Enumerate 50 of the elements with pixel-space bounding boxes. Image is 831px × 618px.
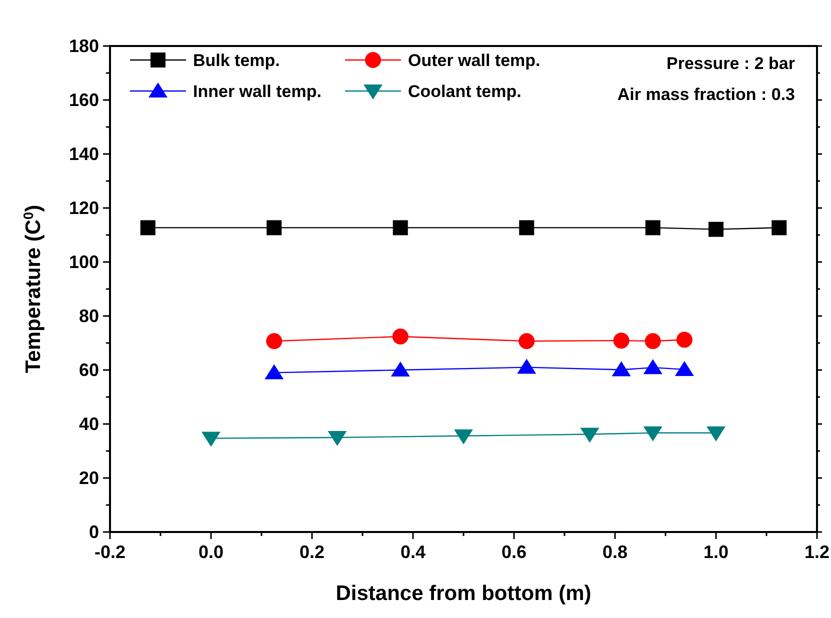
y-tick-label: 140: [68, 144, 99, 164]
x-tick-label: 0.2: [299, 542, 325, 562]
point: [518, 333, 535, 350]
point: [772, 220, 787, 236]
legend-label: Bulk temp.: [193, 51, 280, 70]
point: [613, 332, 630, 349]
x-tick-label: -0.2: [94, 542, 126, 562]
point: [674, 360, 694, 376]
y-tick-label: 40: [78, 414, 99, 434]
point: [519, 220, 534, 236]
point: [644, 333, 661, 350]
point: [202, 432, 220, 447]
point: [328, 431, 347, 446]
point: [517, 358, 536, 374]
x-tick-label: 1.2: [804, 542, 830, 562]
y-tick-label: 100: [68, 252, 99, 272]
point: [390, 362, 410, 376]
point: [392, 328, 408, 345]
y-tick-label: 180: [68, 36, 99, 56]
x-axis-title: Distance from bottom (m): [336, 582, 592, 605]
point: [612, 361, 631, 376]
x-tick-label: 0.4: [400, 542, 426, 562]
y-tick-label: 20: [78, 468, 99, 488]
y-tick-label: 160: [68, 90, 99, 110]
y-tick-label: 0: [88, 522, 99, 542]
x-tick-label: 1.0: [703, 542, 729, 562]
x-tick-label: 0.6: [501, 542, 527, 562]
point: [266, 333, 282, 350]
legend-label: Outer wall temp.: [408, 51, 540, 70]
point: [140, 220, 156, 236]
annotation: Pressure : 2 bar: [666, 54, 796, 73]
point: [264, 364, 284, 380]
point: [266, 220, 282, 236]
point: [706, 426, 726, 442]
legend-label: Inner wall temp.: [193, 82, 322, 101]
y-tick-label: 120: [68, 198, 99, 218]
legend-label: Coolant temp.: [408, 82, 522, 101]
point: [643, 359, 662, 374]
point: [676, 332, 692, 348]
x-tick-label: 0.8: [602, 542, 628, 562]
point: [645, 220, 660, 236]
point: [708, 222, 724, 237]
x-tick-label: 0.0: [198, 542, 224, 562]
point: [392, 220, 408, 236]
point: [454, 429, 473, 444]
point: [643, 426, 662, 442]
y-tick-label: 80: [78, 306, 99, 326]
point: [580, 428, 600, 443]
annotation: Air mass fraction : 0.3: [617, 85, 795, 104]
y-tick-label: 60: [78, 360, 99, 380]
